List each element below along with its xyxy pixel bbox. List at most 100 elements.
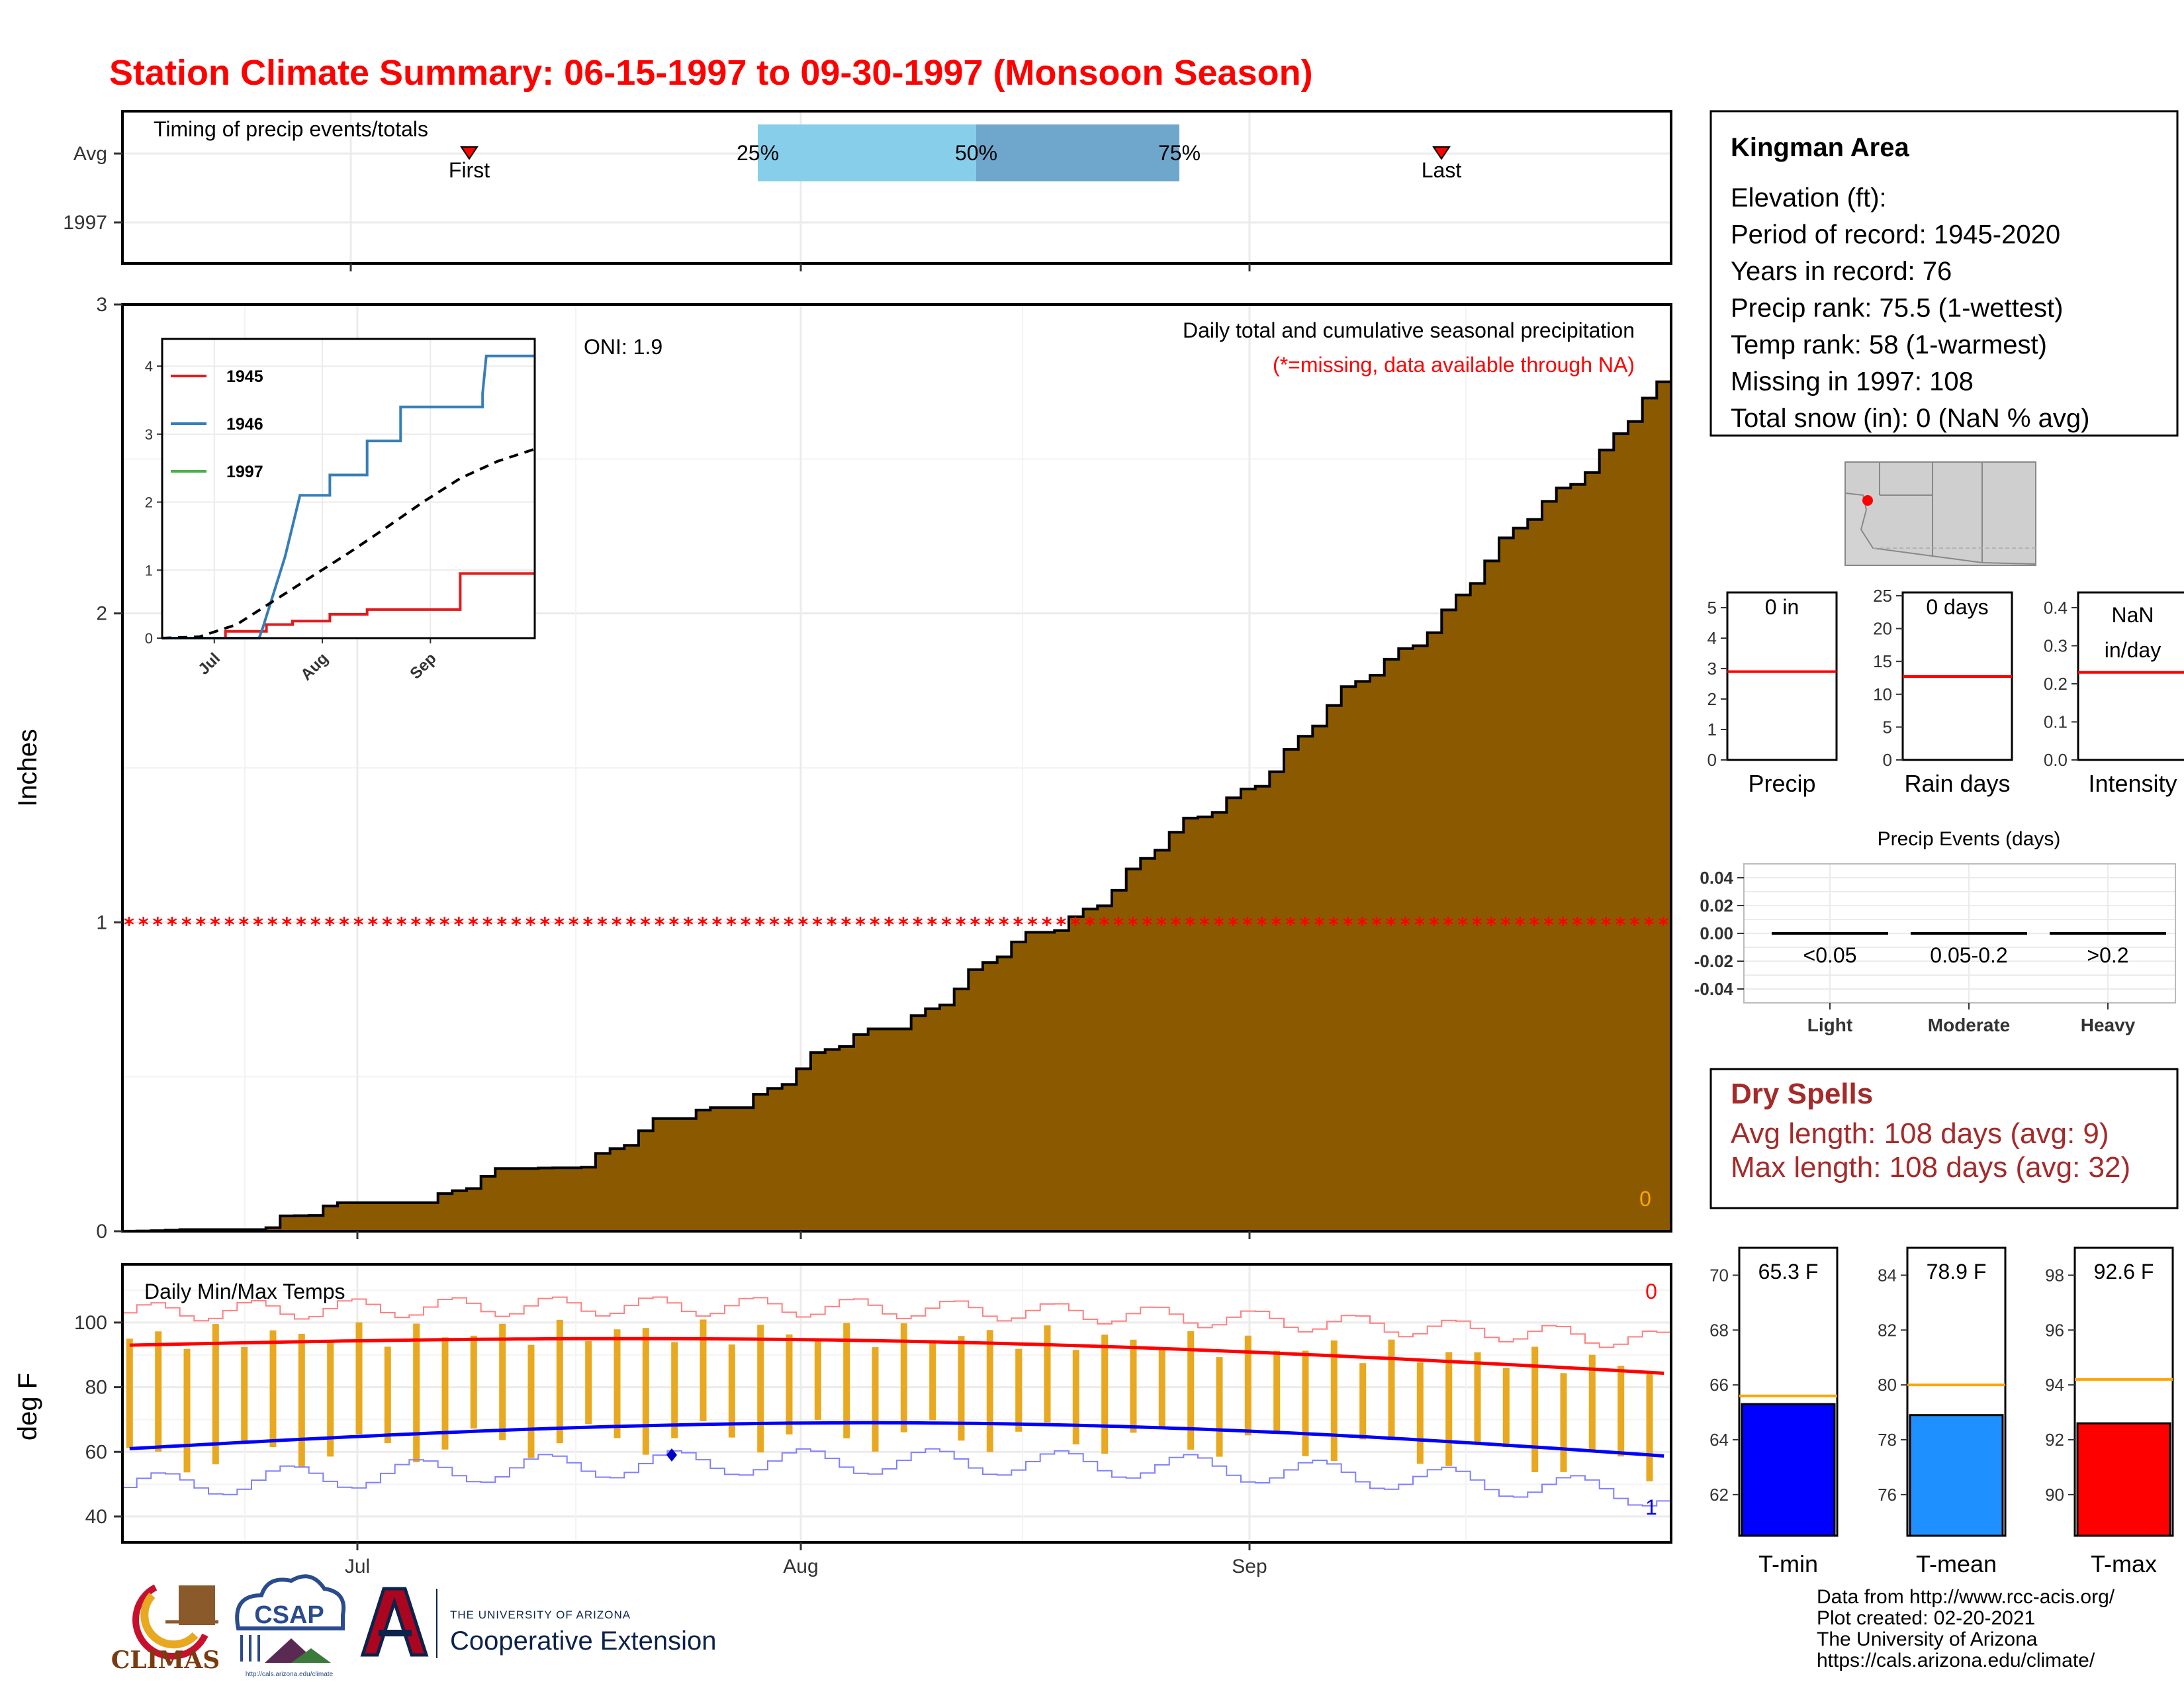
daily-temp-range-bar — [1474, 1352, 1481, 1445]
missing-day-marker: * — [367, 914, 378, 937]
rank-box-ytick: 2 — [1707, 689, 1717, 709]
daily-temp-range-bar — [1416, 1362, 1424, 1464]
daily-temp-range-bar — [212, 1324, 219, 1465]
missing-day-marker: * — [582, 914, 593, 937]
precip-ytick-label: 3 — [96, 294, 107, 316]
rank-box-label: Rain days — [1904, 770, 2010, 797]
station-info-line: Elevation (ft): — [1731, 183, 1887, 212]
missing-day-marker: * — [1400, 914, 1410, 937]
avg-min-line — [129, 1421, 1664, 1458]
daily-temp-range-bar — [757, 1325, 764, 1453]
missing-day-marker: * — [754, 914, 765, 937]
missing-day-marker: * — [741, 914, 751, 937]
daily-temp-range-bar — [1502, 1368, 1510, 1448]
temp-boxes: 62 64 66 68 70 65.3 F T-min 76 78 80 82 84 78.9 F T-m… — [1709, 1246, 2174, 1577]
location-map — [1844, 461, 2036, 566]
missing-day-marker: * — [382, 914, 392, 937]
missing-day-marker: * — [496, 914, 507, 937]
timing-q50-label: 50% — [955, 141, 997, 165]
missing-day-marker: * — [784, 914, 794, 937]
timing-panel: 25% 50% 75% First Last Timing of precip … — [63, 110, 1672, 271]
missing-day-marker: * — [1156, 914, 1167, 937]
missing-day-marker: * — [1644, 914, 1655, 937]
events-range-label: <0.05 — [1803, 943, 1857, 967]
svg-text:THE UNIVERSITY OF ARIZONA: THE UNIVERSITY OF ARIZONA — [450, 1609, 631, 1621]
events-ytick: 0.00 — [1700, 923, 1733, 943]
missing-day-marker: * — [453, 914, 464, 937]
missing-day-marker: * — [425, 914, 435, 937]
temp-box-ytick: 80 — [1878, 1375, 1897, 1395]
inset-ytick-label: 2 — [145, 494, 153, 511]
daily-temp-range-bar — [958, 1336, 965, 1441]
station-info-line: Total snow (in): 0 (NaN % avg) — [1731, 404, 2089, 433]
timing-last-marker — [1432, 146, 1451, 160]
daily-temp-range-bar — [1244, 1335, 1251, 1436]
inset-series-line — [162, 572, 535, 639]
missing-day-marker: * — [1056, 914, 1066, 937]
missing-day-marker: * — [655, 914, 665, 937]
temp-box-bar — [1741, 1403, 1836, 1537]
daily-temp-range-bar — [1273, 1350, 1281, 1432]
rank-box-ytick: 0.3 — [2044, 636, 2068, 656]
missing-day-marker: * — [195, 914, 206, 937]
daily-temp-range-bar — [700, 1319, 707, 1421]
station-info-line: Years in record: 76 — [1731, 257, 1952, 286]
csap-logo: CSAP http://cals.arizona.edu/climate — [235, 1574, 346, 1678]
events-range-label: 0.05-0.2 — [1930, 943, 2007, 967]
temp-box-ytick: 66 — [1709, 1375, 1729, 1395]
missing-day-marker: * — [569, 914, 579, 937]
missing-day-marker: * — [1185, 914, 1195, 937]
temp-box-ytick: 98 — [2045, 1265, 2064, 1285]
missing-day-marker: * — [1300, 914, 1310, 937]
rank-box-value: 0 days — [1926, 595, 1988, 619]
missing-day-marker: * — [1257, 914, 1267, 937]
events-category-label: Light — [1807, 1015, 1852, 1035]
temp-box-bar — [2076, 1422, 2171, 1537]
daily-temp-range-bar — [413, 1323, 420, 1462]
missing-day-marker: * — [353, 914, 364, 937]
daily-temp-range-bar — [241, 1346, 248, 1441]
daily-temp-range-bar — [872, 1347, 879, 1452]
station-info-line: Missing in 1997: 108 — [1731, 367, 1974, 397]
missing-day-marker: * — [612, 914, 622, 937]
temp-box-ytick: 68 — [1709, 1320, 1729, 1340]
rank-box-label: Intensity — [2088, 770, 2177, 797]
temp-box-value: 78.9 F — [1927, 1260, 1987, 1284]
events-ytick: 0.04 — [1700, 868, 1733, 888]
rank-box-ytick: 15 — [1873, 651, 1892, 671]
temp-corner-high: 0 — [1645, 1280, 1657, 1303]
rank-box-ytick: 0 — [1883, 750, 1892, 770]
precip-label-2: (*=missing, data available through NA) — [1273, 353, 1635, 377]
daily-temp-range-bar — [1359, 1363, 1367, 1440]
temp-ylabel: deg F — [13, 1373, 42, 1440]
missing-day-marker: * — [324, 914, 335, 937]
missing-day-marker: * — [410, 914, 421, 937]
ua-logo: THE UNIVERSITY OF ARIZONA Cooperative Ex… — [360, 1587, 716, 1658]
inset-series-line — [161, 447, 535, 639]
daily-temp-range-bar — [1646, 1371, 1653, 1481]
rank-box-ytick: 20 — [1873, 619, 1892, 639]
timing-q25-q50-band — [758, 124, 976, 181]
daily-temp-range-bar — [614, 1329, 621, 1438]
missing-day-marker: * — [1328, 914, 1339, 937]
temp-box-ytick: 92 — [2045, 1430, 2064, 1450]
missing-day-marker: * — [1515, 914, 1525, 937]
daily-temp-range-bar — [1101, 1335, 1109, 1454]
missing-day-marker: * — [396, 914, 407, 937]
dry-spells-box: Dry Spells Avg length: 108 days (avg: 9)… — [1709, 1068, 2179, 1209]
missing-day-marker: * — [812, 914, 823, 937]
station-info-line: Precip rank: 75.5 (1-wettest) — [1731, 294, 2063, 323]
missing-day-marker: * — [1601, 914, 1612, 937]
daily-temp-range-bar — [1445, 1352, 1453, 1466]
missing-day-marker: * — [884, 914, 894, 937]
timing-q25-label: 25% — [737, 141, 779, 165]
missing-day-marker: * — [1543, 914, 1554, 937]
missing-day-marker: * — [1099, 914, 1109, 937]
daily-temp-range-bar — [585, 1340, 592, 1425]
events-ytick: 0.02 — [1700, 896, 1733, 915]
missing-day-marker: * — [1457, 914, 1468, 937]
missing-day-marker: * — [683, 914, 694, 937]
rank-box-ytick: 0 — [1707, 750, 1717, 770]
daily-temp-range-bar — [441, 1337, 449, 1450]
